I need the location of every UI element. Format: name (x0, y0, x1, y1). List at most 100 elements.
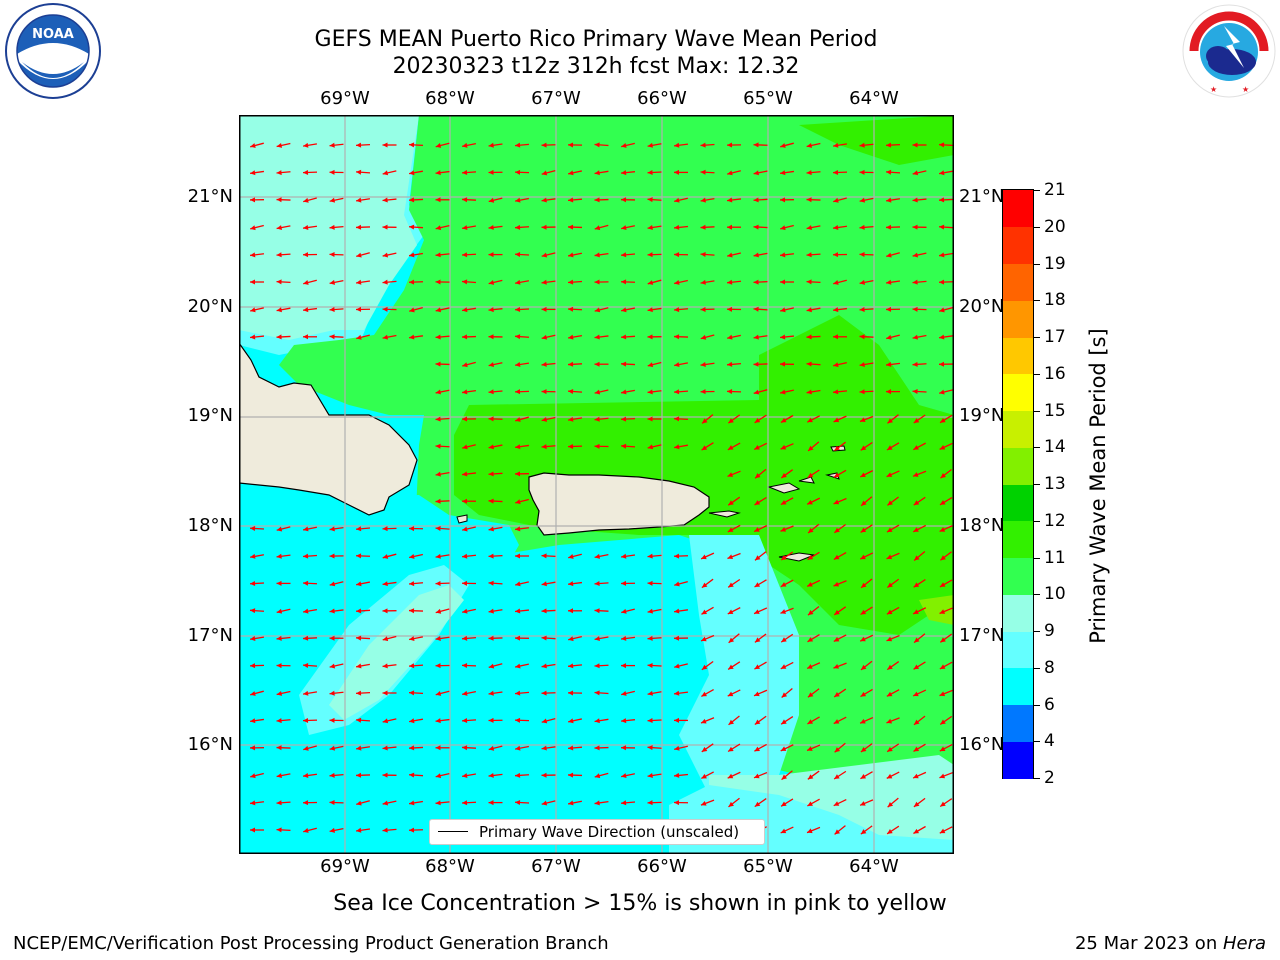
wave-arrow-head (435, 443, 441, 449)
wave-arrow-head (568, 142, 574, 148)
wave-arrow-head (462, 225, 468, 231)
wave-arrow-head (329, 800, 335, 806)
wave-arrow-head (329, 553, 335, 559)
wave-arrow-head (939, 279, 945, 285)
wave-arrow-head (435, 580, 441, 586)
wave-arrow-head (276, 526, 283, 532)
wave-arrow-head (859, 334, 865, 340)
period-band-11-12-east (919, 595, 954, 625)
wave-arrow-head (462, 444, 468, 450)
svg-text:NOAA: NOAA (32, 27, 74, 42)
wave-arrow-head (356, 663, 362, 669)
wave-arrow-head (887, 801, 894, 808)
wave-arrow-head (303, 773, 309, 778)
wave-arrow-head (701, 636, 707, 642)
wave-arrow-head (940, 473, 946, 479)
wave-arrow-head (939, 389, 945, 395)
colorbar-tick-label: 15 (1044, 400, 1066, 421)
wave-arrow-head (382, 690, 388, 696)
colorbar-tick-label: 21 (1044, 180, 1066, 200)
wave-arrow-head (356, 197, 362, 203)
wave-arrow-head (382, 306, 388, 312)
wave-arrow-head (753, 142, 759, 148)
wave-arrow-head (515, 417, 521, 422)
wave-arrow-head (250, 773, 256, 779)
wave-arrow-head (621, 307, 627, 313)
colorbar-tick (1034, 484, 1040, 485)
wave-arrow-head (409, 636, 415, 642)
wave-arrow-head (674, 663, 680, 669)
wave-arrow-head (409, 334, 415, 340)
wave-arrow-head (859, 252, 865, 258)
wave-arrow-head (276, 635, 282, 641)
wave-arrow-head (939, 170, 945, 176)
wave-arrow-head (541, 142, 547, 148)
wave-arrow-head (780, 361, 786, 367)
wave-arrow-head (435, 334, 441, 340)
lon-label-bottom: 69°W (320, 856, 370, 877)
wave-arrow-head (780, 197, 786, 203)
wave-arrow-head (382, 170, 389, 176)
wave-arrow-head (462, 635, 468, 641)
wave-arrow-head (462, 334, 468, 340)
colorbar-tick-label: 6 (1044, 694, 1055, 715)
wave-arrow-head (833, 636, 840, 642)
wave-arrow-head (621, 745, 627, 751)
wave-arrow-head (515, 362, 521, 367)
wave-arrow-head (515, 608, 521, 614)
wave-arrow-head (329, 745, 336, 751)
wave-arrow-head (382, 581, 388, 587)
colorbar (1002, 189, 1034, 779)
colorbar-tick-label: 9 (1044, 621, 1055, 641)
wave-arrow-head (674, 745, 680, 751)
wave-arrow-head (647, 142, 653, 148)
wave-arrow-head (700, 389, 706, 395)
wave-arrow-head (860, 554, 866, 560)
wave-arrow-head (807, 499, 813, 505)
wave-arrow-head (913, 828, 920, 834)
colorbar-segment (1003, 557, 1033, 595)
wave-arrow-head (674, 444, 680, 450)
wave-arrow-head (594, 334, 600, 340)
wave-arrow-head (780, 609, 787, 614)
wave-arrow-head (674, 224, 680, 230)
colorbar-tick (1034, 337, 1040, 338)
colorbar-tick (1034, 410, 1040, 412)
wave-arrow-head (568, 663, 574, 669)
wave-arrow-head (940, 417, 946, 423)
wave-arrow-head (728, 500, 734, 506)
wave-arrow-head (515, 279, 521, 285)
wave-arrow-head (356, 142, 362, 148)
wave-arrow-head (700, 279, 706, 285)
wave-arrow-head (860, 774, 867, 779)
wave-arrow-head (781, 692, 788, 698)
wave-arrow-head (409, 581, 415, 587)
wave-arrow-head (568, 772, 574, 778)
wave-arrow-head (647, 690, 653, 696)
wave-arrow-head (594, 663, 600, 669)
wave-arrow-head (727, 306, 733, 312)
wave-arrow-head (462, 197, 468, 203)
wave-arrow-head (886, 773, 893, 779)
wave-arrow-head (808, 445, 814, 451)
wave-arrow-head (515, 526, 521, 532)
wave-arrow-head (250, 663, 256, 669)
wave-arrow-head (250, 252, 256, 258)
wave-arrow-head (674, 334, 680, 340)
wave-arrow-head (780, 444, 787, 450)
wave-arrow-head (753, 170, 760, 176)
wave-arrow-head (594, 307, 601, 313)
wave-arrow-head (356, 635, 362, 641)
wave-arrow-head (356, 800, 362, 806)
wave-arrow-head (780, 527, 787, 532)
wave-arrow-head (488, 717, 494, 723)
wave-arrow-head (753, 389, 760, 395)
lat-label-left: 21°N (187, 186, 233, 207)
wave-arrow-head (329, 581, 336, 587)
wave-arrow-head (356, 717, 362, 723)
wave-arrow-head (833, 307, 839, 313)
wave-arrow-head (435, 361, 441, 367)
wave-arrow-head (727, 252, 733, 258)
wave-arrow-head (780, 746, 787, 751)
wave-arrow-head (303, 280, 309, 285)
